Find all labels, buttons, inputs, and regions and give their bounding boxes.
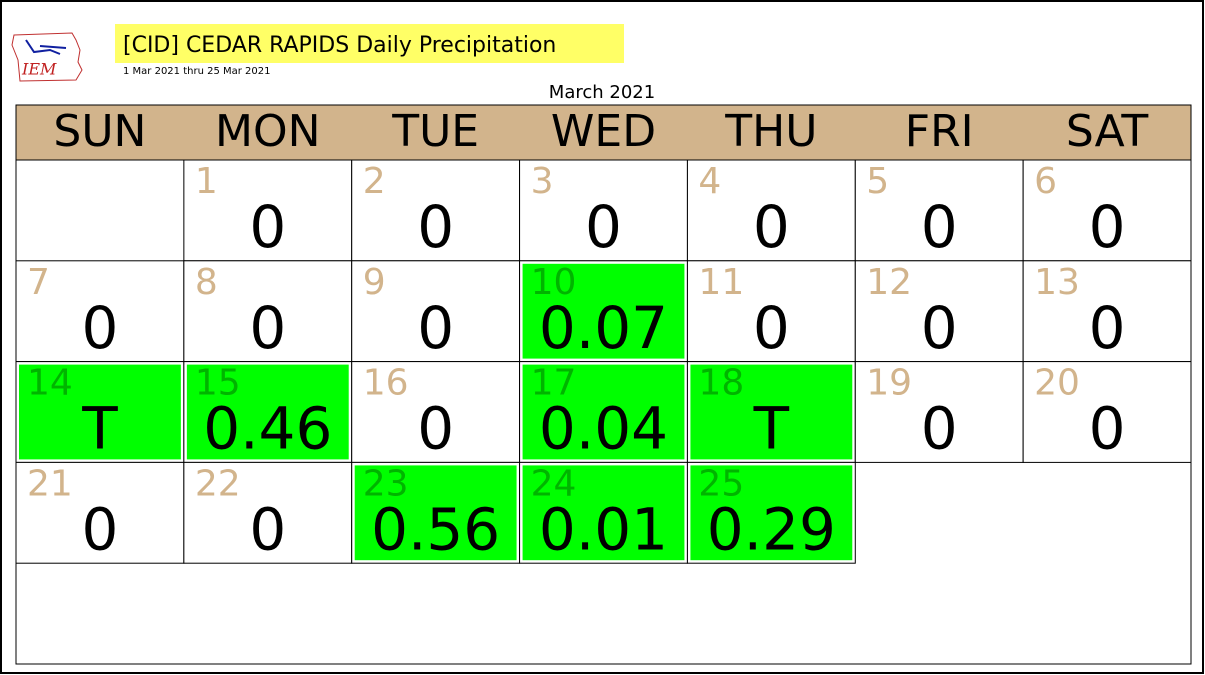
day-number: 23 — [363, 463, 409, 504]
day-number: 6 — [1034, 161, 1057, 202]
day-number: 19 — [866, 363, 912, 404]
logo-icon — [25, 39, 67, 55]
day-highlight — [186, 364, 349, 460]
day-cell — [686, 260, 856, 363]
month-label: March 2021 — [549, 82, 655, 103]
day-highlight — [522, 364, 685, 460]
day-number: 10 — [531, 262, 577, 303]
weekday-label: THU — [724, 106, 817, 157]
day-number: 22 — [195, 463, 241, 504]
day-number: 17 — [531, 363, 577, 404]
day-number: 8 — [195, 262, 218, 303]
day-value: 0 — [417, 395, 454, 463]
day-number: 11 — [698, 262, 744, 303]
weekday-label: SUN — [53, 106, 146, 157]
day-cell — [854, 159, 1024, 262]
logo-text: IEM — [21, 60, 57, 79]
day-value: 0 — [1089, 294, 1126, 362]
day-value: 0.01 — [539, 496, 668, 564]
subtitle: 1 Mar 2021 thru 25 Mar 2021 — [123, 66, 271, 77]
day-value: 0 — [921, 395, 958, 463]
day-number: 24 — [531, 463, 577, 504]
day-value: 0 — [1089, 395, 1126, 463]
day-value: 0.07 — [539, 294, 668, 362]
day-value: 0.46 — [203, 395, 332, 463]
day-cell — [854, 260, 1024, 363]
day-value: 0.04 — [539, 395, 668, 463]
day-cell — [15, 260, 185, 363]
day-cell — [183, 159, 353, 262]
day-highlight — [19, 364, 181, 460]
weekday-label: MON — [215, 106, 321, 157]
day-value: T — [753, 395, 790, 463]
day-cell — [686, 159, 856, 262]
day-number: 25 — [698, 463, 744, 504]
day-cell — [1022, 159, 1192, 262]
day-value: 0 — [417, 193, 454, 261]
day-number: 15 — [195, 363, 241, 404]
day-cell — [351, 260, 521, 363]
logo-outline — [11, 32, 83, 82]
day-cell — [1022, 260, 1192, 363]
day-number: 4 — [698, 161, 721, 202]
day-value: T — [81, 395, 118, 463]
day-number: 21 — [27, 463, 73, 504]
day-value: 0 — [249, 193, 286, 261]
day-cell — [1022, 361, 1192, 463]
logo: IEM — [11, 32, 83, 82]
day-value: 0 — [1089, 193, 1126, 261]
day-highlight — [522, 465, 685, 561]
day-highlight — [522, 263, 685, 359]
weekday-label: WED — [551, 106, 656, 157]
day-value: 0 — [753, 294, 790, 362]
day-number: 14 — [27, 363, 73, 404]
day-number: 3 — [531, 161, 554, 202]
day-number: 5 — [866, 161, 889, 202]
day-value: 0.29 — [707, 496, 836, 564]
day-number: 2 — [363, 161, 386, 202]
day-cell — [351, 361, 521, 463]
title-box — [115, 24, 624, 63]
day-cell — [183, 461, 353, 564]
calendar: SUN MON TUE WED THU FRI SAT1020304050607080901… — [15, 106, 1192, 564]
day-number: 9 — [363, 262, 386, 303]
weekday-label: TUE — [391, 106, 479, 157]
day-number: 13 — [1034, 262, 1080, 303]
day-highlight — [354, 465, 517, 561]
day-value: 0 — [249, 294, 286, 362]
weekday-label: FRI — [905, 106, 974, 157]
title: [CID] CEDAR RAPIDS Daily Precipitation — [123, 33, 556, 58]
day-cell — [15, 461, 185, 564]
day-value: 0 — [417, 294, 454, 362]
day-number: 18 — [698, 363, 744, 404]
day-highlight — [690, 364, 853, 460]
day-value: 0 — [585, 193, 622, 261]
day-number: 16 — [363, 363, 409, 404]
day-highlight — [690, 465, 853, 561]
weekday-label: SAT — [1066, 106, 1148, 157]
day-cell — [183, 260, 353, 363]
day-number: 20 — [1034, 363, 1080, 404]
day-cell — [854, 361, 1024, 463]
day-value: 0 — [753, 193, 790, 261]
day-value: 0 — [81, 496, 118, 564]
day-value: 0 — [81, 294, 118, 362]
day-number: 12 — [866, 262, 912, 303]
day-value: 0 — [921, 193, 958, 261]
day-number: 7 — [27, 262, 50, 303]
day-number: 1 — [195, 161, 218, 202]
day-value: 0 — [249, 496, 286, 564]
day-value: 0 — [921, 294, 958, 362]
day-cell — [351, 159, 521, 262]
day-value: 0.56 — [371, 496, 500, 564]
